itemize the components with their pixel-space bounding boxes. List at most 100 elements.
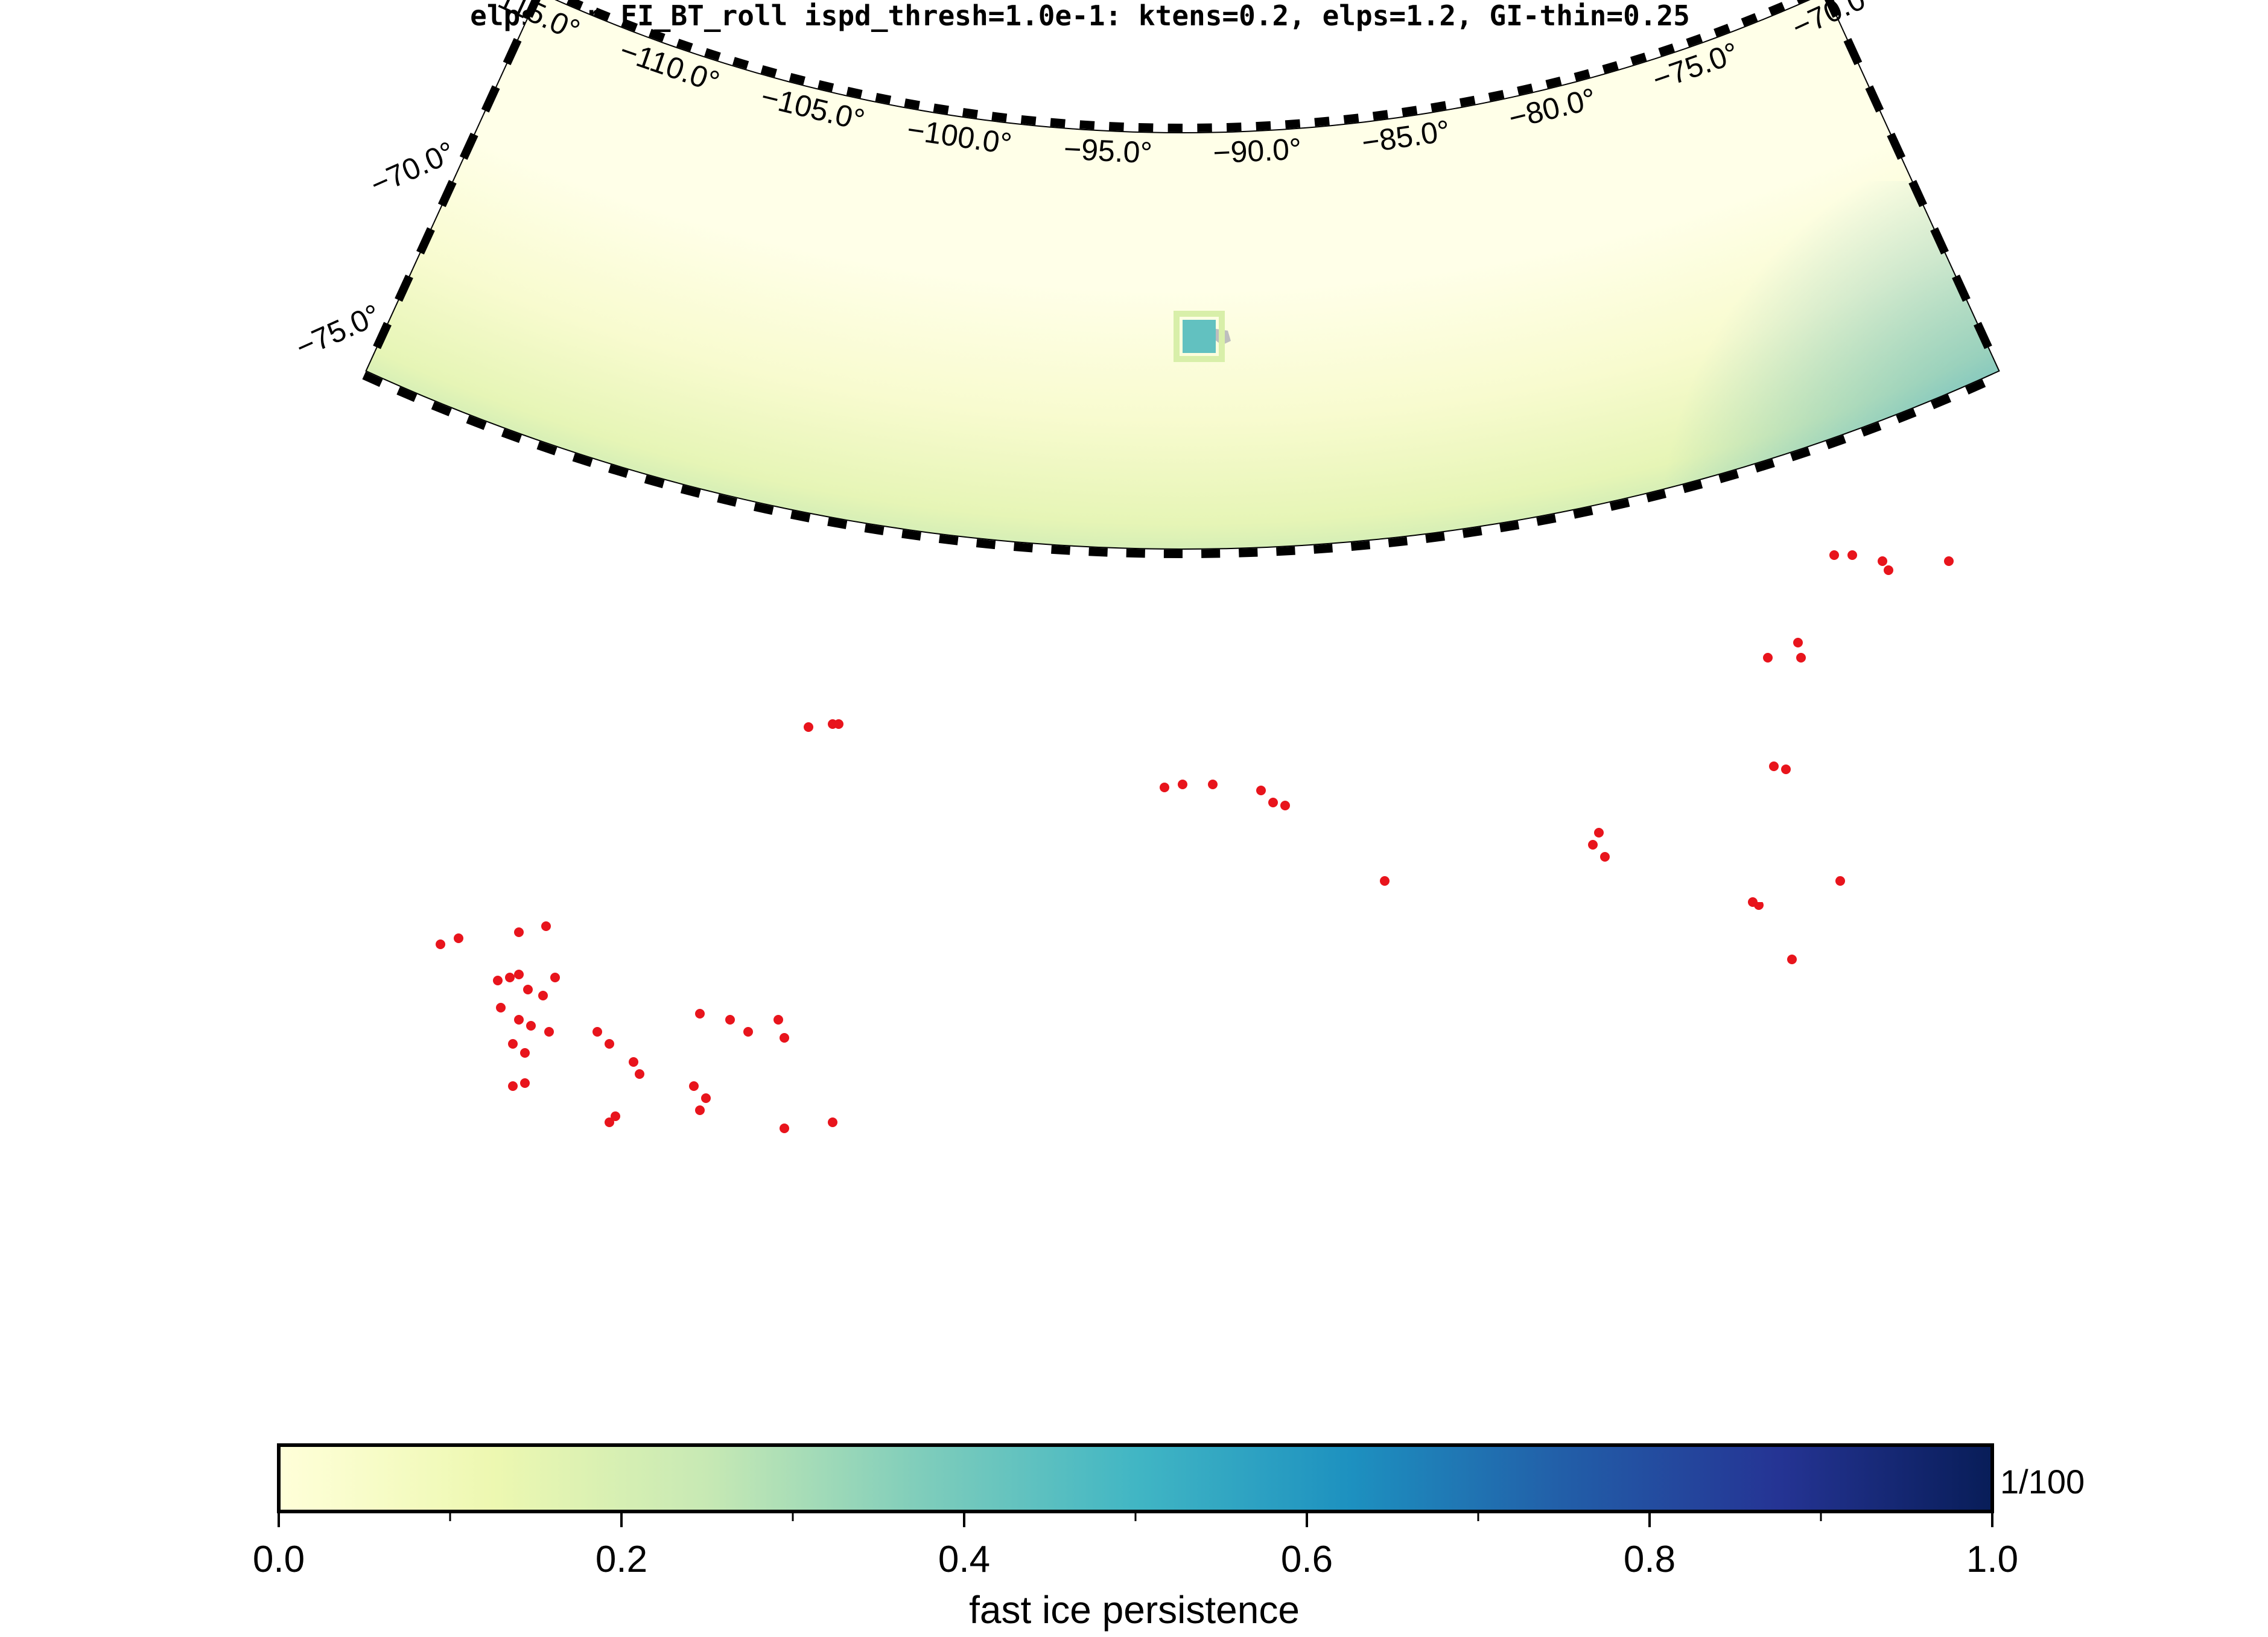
- grounded-iceberg: [520, 1078, 530, 1088]
- iceberg-gap: [1275, 796, 1284, 803]
- frame-checker-segment: [1861, 422, 1882, 437]
- grounded-iceberg: [514, 927, 524, 937]
- grounded-iceberg: [1781, 764, 1791, 774]
- iceberg-gap: [1891, 564, 1899, 570]
- frame-checker-segment: [1285, 119, 1301, 129]
- grounded-iceberg: [701, 1093, 711, 1103]
- colorbar-tick-label: 0.6: [1281, 1539, 1333, 1580]
- frame-checker-segment: [991, 112, 1008, 122]
- iceberg-gap: [600, 1026, 608, 1032]
- iceberg-gap: [521, 968, 530, 974]
- grounded-iceberg: [505, 973, 515, 982]
- iceberg-gap: [702, 1104, 711, 1110]
- frame-checker-segment: [373, 322, 392, 349]
- frame-checker-segment: [1646, 489, 1666, 503]
- grounded-iceberg: [523, 985, 533, 994]
- grounded-iceberg: [828, 1117, 837, 1127]
- grounded-iceberg: [508, 1081, 518, 1091]
- frame-checker-segment: [680, 485, 701, 498]
- iceberg-gap: [1755, 896, 1764, 902]
- iceberg-gap: [1951, 555, 1960, 561]
- iceberg-gap: [787, 1122, 795, 1128]
- iceberg-gap: [1855, 549, 1863, 555]
- iceberg-gap: [1837, 549, 1845, 555]
- grounded-iceberg: [508, 1039, 518, 1049]
- frame-checker-segment: [1952, 275, 1971, 302]
- grounded-iceberg: [538, 991, 548, 1000]
- frame-checker-segment: [1768, 2, 1785, 16]
- iceberg-gap: [612, 1038, 620, 1044]
- frame-checker-segment: [760, 65, 777, 78]
- frame-checker-segment: [1930, 394, 1952, 410]
- frame-checker-segment: [1545, 77, 1562, 89]
- persistence-east-tint: [1569, 181, 2000, 549]
- frame-checker-segment: [1908, 180, 1928, 208]
- frame-checker-segment: [846, 86, 863, 98]
- grounded-iceberg: [1793, 638, 1803, 647]
- frame-checker-segment: [1741, 13, 1758, 27]
- map-title: elps-min FI_BT_roll ispd_thresh=1.0e-1: …: [470, 0, 1690, 32]
- peter-i-fast-ice: [1183, 320, 1216, 353]
- frame-checker-segment: [1825, 0, 1841, 18]
- iceberg-gap: [503, 1002, 512, 1008]
- iceberg-gap: [1776, 760, 1785, 766]
- iceberg-gap: [1885, 555, 1893, 561]
- frame-checker-segment: [572, 453, 593, 467]
- frame-checker-segment: [704, 48, 721, 61]
- frame-checker-segment: [1051, 545, 1070, 555]
- grounded-iceberg: [1884, 565, 1893, 575]
- frame-checker-segment: [396, 387, 418, 402]
- grounded-iceberg: [1178, 780, 1187, 789]
- grounded-iceberg: [544, 1027, 554, 1037]
- frame-checker-segment: [1350, 541, 1371, 551]
- iceberg-gap: [702, 1008, 711, 1014]
- iceberg-gap: [1794, 953, 1803, 959]
- iceberg-gap: [732, 1014, 741, 1020]
- iceberg-gap: [751, 1026, 759, 1032]
- frame-checker-segment: [1574, 69, 1590, 81]
- longitude-label: −95.0°: [1063, 132, 1153, 170]
- colorbar-tick-label: 0.4: [938, 1539, 990, 1580]
- iceberg-gap: [1607, 851, 1616, 857]
- grounded-iceberg: [592, 1027, 602, 1037]
- grounded-icebergs: [436, 549, 1960, 1133]
- frame-checker-segment: [1896, 408, 1917, 424]
- colorbar-title: fast ice persistence: [969, 1588, 1300, 1632]
- coastal-gap: [745, 760, 1870, 990]
- grounded-iceberg: [541, 921, 551, 931]
- frame-checker-segment: [1138, 122, 1154, 132]
- grounded-iceberg: [1280, 801, 1290, 810]
- grounded-iceberg: [1160, 783, 1169, 792]
- iceberg-gap: [461, 932, 469, 938]
- colorbar: 0.0 0.2 0.4 0.6 0.8 1.0 1/100 fast ice persis…: [253, 1443, 2085, 1632]
- frame-checker-segment: [1517, 83, 1534, 95]
- grounded-iceberg: [1944, 556, 1954, 566]
- frame-checker-segment: [1658, 43, 1675, 57]
- frame-checker-segment: [644, 475, 665, 489]
- iceberg-gap: [1387, 875, 1396, 881]
- grounded-iceberg: [1787, 955, 1797, 964]
- grounded-iceberg: [1380, 876, 1390, 886]
- colorbar-tick-label: 0.0: [253, 1539, 305, 1580]
- grounded-iceberg: [514, 970, 524, 979]
- map-frame-checkers: [362, 0, 1992, 558]
- frame-checker-segment: [938, 535, 959, 545]
- iceberg-gap: [548, 920, 557, 926]
- frame-checker-segment: [1609, 498, 1630, 511]
- frame-checker-segment: [864, 524, 885, 535]
- grounded-iceberg: [1763, 653, 1773, 663]
- iceberg-gap: [841, 718, 850, 724]
- grounded-iceberg: [611, 1111, 620, 1121]
- grounded-iceberg: [1769, 761, 1779, 771]
- grounded-iceberg: [436, 939, 445, 949]
- iceberg-gap: [1288, 799, 1296, 806]
- frame-checker-segment: [1825, 434, 1846, 450]
- iceberg-gap: [545, 990, 554, 996]
- iceberg-gap: [642, 1068, 650, 1074]
- frame-checker-segment: [1108, 122, 1124, 132]
- grounded-iceberg: [496, 1003, 506, 1012]
- grounded-iceberg: [520, 1048, 530, 1058]
- grounded-iceberg: [493, 976, 503, 985]
- frame-checker-segment: [649, 28, 665, 42]
- iceberg-gap: [515, 1038, 524, 1044]
